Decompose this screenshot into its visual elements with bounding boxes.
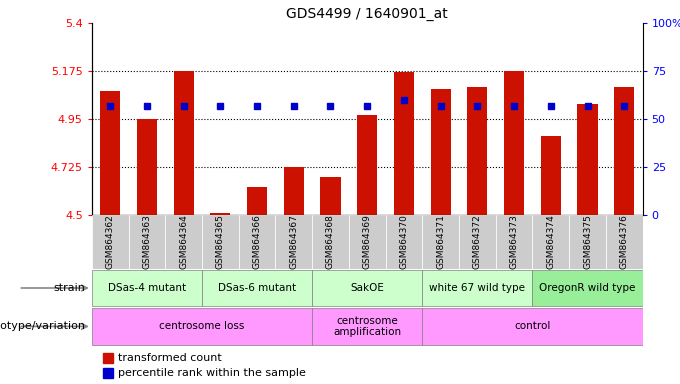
Bar xyxy=(173,71,194,215)
Text: DSas-4 mutant: DSas-4 mutant xyxy=(108,283,186,293)
Text: GSM864364: GSM864364 xyxy=(179,215,188,269)
Bar xyxy=(137,119,157,215)
Text: GSM864375: GSM864375 xyxy=(583,215,592,269)
Bar xyxy=(532,270,643,306)
Bar xyxy=(202,270,312,306)
Text: GSM864363: GSM864363 xyxy=(142,215,152,269)
Bar xyxy=(459,215,496,269)
Bar xyxy=(247,187,267,215)
Bar xyxy=(357,115,377,215)
Bar xyxy=(92,270,202,306)
Text: GSM864370: GSM864370 xyxy=(399,215,409,269)
Bar xyxy=(312,308,422,345)
Text: GSM864372: GSM864372 xyxy=(473,215,482,269)
Text: GSM864368: GSM864368 xyxy=(326,215,335,269)
Bar xyxy=(103,353,113,362)
Bar xyxy=(312,270,422,306)
Bar xyxy=(202,215,239,269)
Title: GDS4499 / 1640901_at: GDS4499 / 1640901_at xyxy=(286,7,448,21)
Bar xyxy=(422,270,532,306)
Text: GSM864362: GSM864362 xyxy=(105,215,115,269)
Text: white 67 wild type: white 67 wild type xyxy=(429,283,526,293)
Bar xyxy=(577,104,598,215)
Bar xyxy=(210,213,231,215)
Bar xyxy=(275,215,312,269)
Text: GSM864366: GSM864366 xyxy=(252,215,262,269)
Bar xyxy=(386,215,422,269)
Bar xyxy=(103,368,113,378)
Bar xyxy=(569,215,606,269)
Bar xyxy=(394,72,414,215)
Text: GSM864371: GSM864371 xyxy=(436,215,445,269)
Bar xyxy=(430,89,451,215)
Text: genotype/variation: genotype/variation xyxy=(0,321,85,331)
Text: control: control xyxy=(514,321,551,331)
Bar xyxy=(92,308,312,345)
Bar xyxy=(532,215,569,269)
Bar xyxy=(422,308,643,345)
Bar xyxy=(312,215,349,269)
Bar xyxy=(284,167,304,215)
Text: GSM864376: GSM864376 xyxy=(619,215,629,269)
Text: centrosome
amplification: centrosome amplification xyxy=(333,316,401,337)
Bar xyxy=(496,215,532,269)
Text: DSas-6 mutant: DSas-6 mutant xyxy=(218,283,296,293)
Text: centrosome loss: centrosome loss xyxy=(159,321,245,331)
Bar xyxy=(467,87,488,215)
Text: strain: strain xyxy=(53,283,85,293)
Bar xyxy=(541,136,561,215)
Bar xyxy=(239,215,275,269)
Bar xyxy=(422,215,459,269)
Text: SakOE: SakOE xyxy=(350,283,384,293)
Bar xyxy=(165,215,202,269)
Text: GSM864367: GSM864367 xyxy=(289,215,299,269)
Bar xyxy=(504,71,524,215)
Bar xyxy=(320,177,341,215)
Bar xyxy=(614,87,634,215)
Bar xyxy=(349,215,386,269)
Bar xyxy=(92,215,129,269)
Bar xyxy=(606,215,643,269)
Bar xyxy=(100,91,120,215)
Text: transformed count: transformed count xyxy=(118,353,222,363)
Text: percentile rank within the sample: percentile rank within the sample xyxy=(118,368,306,378)
Bar xyxy=(129,215,165,269)
Text: GSM864373: GSM864373 xyxy=(509,215,519,269)
Text: GSM864374: GSM864374 xyxy=(546,215,556,269)
Text: GSM864365: GSM864365 xyxy=(216,215,225,269)
Text: OregonR wild type: OregonR wild type xyxy=(539,283,636,293)
Text: GSM864369: GSM864369 xyxy=(362,215,372,269)
